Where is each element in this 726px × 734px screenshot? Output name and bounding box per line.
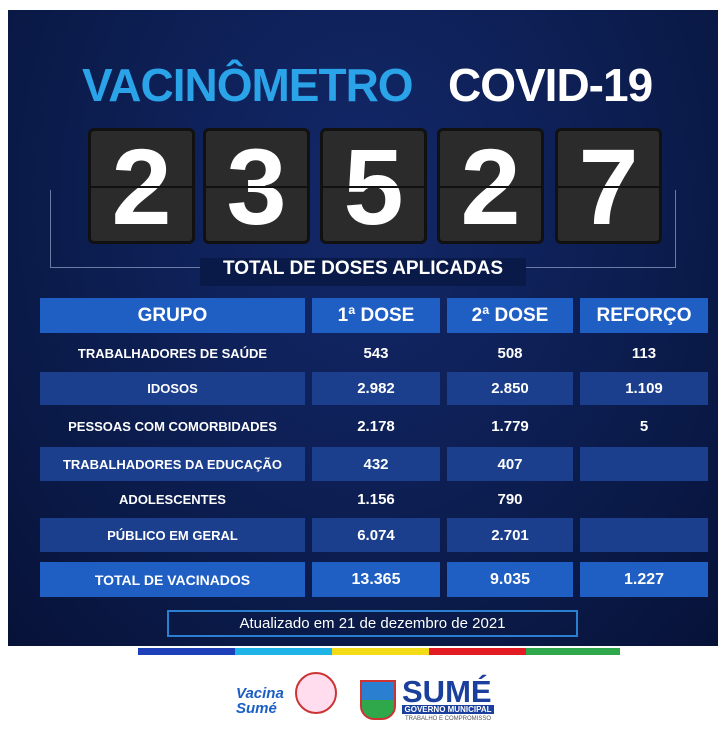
counter-caption: TOTAL DE DOSES APLICADAS <box>0 258 726 280</box>
campaign-seal <box>295 672 337 714</box>
dose-cell: 2.701 <box>447 518 573 552</box>
dose-cell <box>580 518 708 552</box>
group-cell: TRABALHADORES DA EDUCAÇÃO <box>40 447 305 481</box>
group-cell: PÚBLICO EM GERAL <box>40 518 305 552</box>
header-cell: 2ª DOSE <box>447 298 573 333</box>
dose-cell: 508 <box>447 338 573 368</box>
updated-note: Atualizado em 21 de dezembro de 2021 <box>167 610 578 637</box>
counter-digit: 2 <box>437 128 544 244</box>
header-cell: 1ª DOSE <box>312 298 440 333</box>
city-crest <box>360 680 396 720</box>
page: VACINÔMETRO COVID-19 TOTAL DE DOSES APLI… <box>0 0 726 734</box>
dose-cell: 543 <box>312 338 440 368</box>
color-bar <box>429 648 526 655</box>
color-bar <box>526 648 620 655</box>
header-cell: GRUPO <box>40 298 305 333</box>
government: GOVERNO MUNICIPAL <box>402 705 494 714</box>
dose-cell: 113 <box>580 338 708 368</box>
total-cell: TOTAL DE VACINADOS <box>40 562 305 597</box>
title-part1: VACINÔMETRO <box>82 58 413 112</box>
dose-cell: 407 <box>447 447 573 481</box>
dose-cell: 790 <box>447 484 573 514</box>
motto: TRABALHO E COMPROMISSO <box>402 716 494 722</box>
group-cell: IDOSOS <box>40 372 305 405</box>
color-bar <box>332 648 429 655</box>
color-bar <box>235 648 332 655</box>
dose-cell: 5 <box>580 410 708 442</box>
dose-cell: 6.074 <box>312 518 440 552</box>
dose-cell: 1.779 <box>447 410 573 442</box>
dose-cell: 1.156 <box>312 484 440 514</box>
total-cell: 1.227 <box>580 562 708 597</box>
total-cell: 9.035 <box>447 562 573 597</box>
title-part2: COVID-19 <box>448 58 652 112</box>
dose-cell <box>580 447 708 481</box>
group-cell: ADOLESCENTES <box>40 484 305 514</box>
counter-digit: 5 <box>320 128 427 244</box>
campaign-logo: Vacina Sumé <box>236 686 298 716</box>
group-cell: PESSOAS COM COMORBIDADES <box>40 410 305 442</box>
dose-cell: 432 <box>312 447 440 481</box>
color-bar <box>138 648 235 655</box>
group-cell: TRABALHADORES DE SAÚDE <box>40 338 305 368</box>
counter-digit: 7 <box>555 128 662 244</box>
dose-cell: 2.982 <box>312 372 440 405</box>
dose-cell: 2.178 <box>312 410 440 442</box>
dose-cell: 1.109 <box>580 372 708 405</box>
counter-digit: 3 <box>203 128 310 244</box>
counter-digit: 2 <box>88 128 195 244</box>
dose-cell: 2.850 <box>447 372 573 405</box>
header-cell: REFORÇO <box>580 298 708 333</box>
total-cell: 13.365 <box>312 562 440 597</box>
